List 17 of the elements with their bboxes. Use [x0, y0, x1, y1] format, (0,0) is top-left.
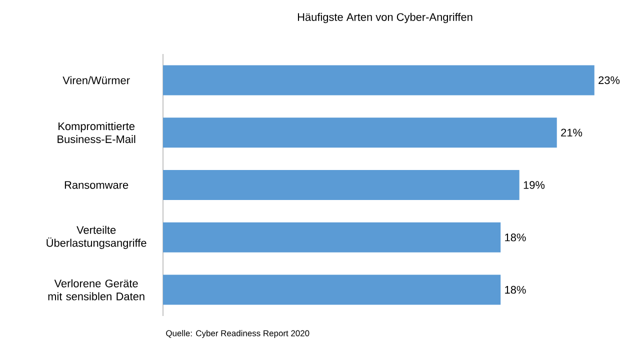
data-label: 23% [598, 76, 620, 84]
y-tick-label: Verlorene Geräte mit sensiblen Daten [48, 279, 144, 300]
data-label: 19% [524, 181, 545, 189]
source-note: Quelle: Cyber Readiness Report 2020 [166, 330, 310, 338]
chart-title: Häufigste Arten von Cyber-Angriffen [298, 12, 472, 24]
data-label: 21% [561, 128, 582, 136]
y-tick-label: Ransomware [64, 181, 128, 189]
bar [163, 65, 594, 96]
bar [163, 170, 520, 200]
y-tick-label: Verteilte Überlastungsangriffe [46, 226, 146, 249]
bar [163, 118, 557, 148]
bar [163, 222, 501, 252]
y-tick-label: Viren/Würmer [62, 76, 130, 84]
y-tick-label: Kompromittierte Business-E-Mail [58, 122, 136, 144]
bar [163, 274, 501, 305]
data-label: 18% [505, 234, 526, 242]
data-label: 18% [505, 286, 526, 294]
